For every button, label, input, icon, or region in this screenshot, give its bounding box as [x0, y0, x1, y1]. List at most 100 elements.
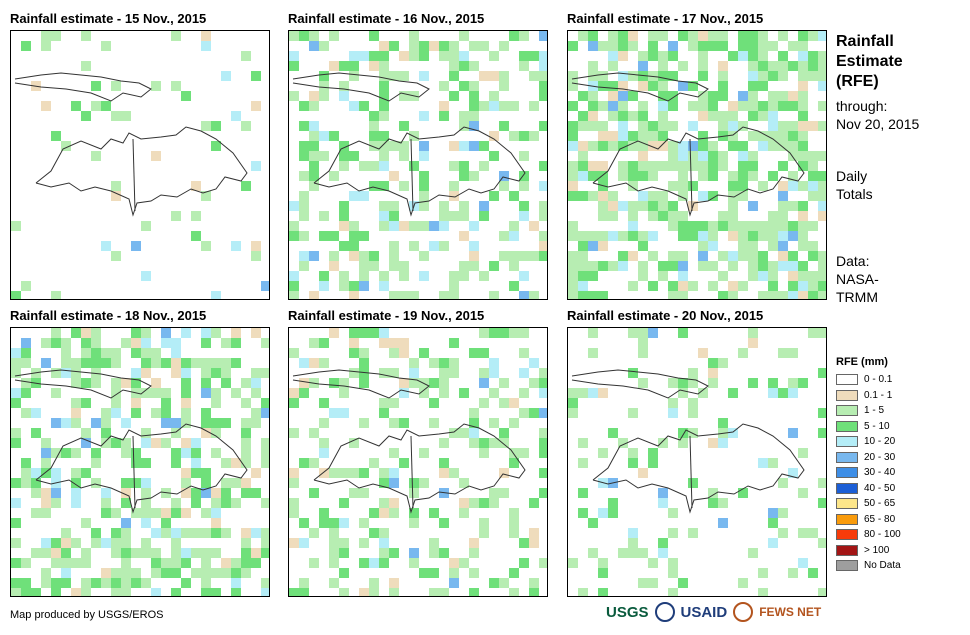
rainfall-cell — [499, 41, 509, 51]
rainfall-cell — [181, 548, 191, 558]
rainfall-cell — [171, 418, 181, 428]
rainfall-cell — [319, 211, 329, 221]
rainfall-cell — [718, 251, 728, 261]
rainfall-cell — [71, 488, 81, 498]
rainfall-cell — [698, 221, 708, 231]
rainfall-cell — [449, 468, 459, 478]
legend-label: No Data — [864, 560, 901, 572]
rainfall-cell — [41, 538, 51, 548]
rainfall-cell — [241, 378, 251, 388]
rainfall-cell — [568, 261, 578, 271]
rainfall-cell — [419, 71, 429, 81]
rainfall-cell — [608, 211, 618, 221]
rainfall-cell — [539, 121, 547, 131]
rainfall-cell — [309, 181, 319, 191]
rainfall-cell — [519, 51, 529, 61]
rainfall-cell — [469, 81, 479, 91]
rainfall-cell — [191, 181, 201, 191]
rainfall-cell — [11, 358, 21, 368]
rainfall-cell — [419, 348, 429, 358]
rainfall-cell — [568, 161, 578, 171]
rainfall-cell — [578, 291, 588, 299]
rainfall-cell — [479, 41, 489, 51]
rainfall-cell — [748, 101, 758, 111]
rainfall-cell — [668, 398, 678, 408]
rainfall-cell — [201, 418, 211, 428]
rainfall-cell — [668, 251, 678, 261]
rainfall-cell — [201, 241, 211, 251]
rainfall-cell — [638, 378, 648, 388]
rainfall-cell — [708, 241, 718, 251]
rainfall-cell — [439, 518, 449, 528]
rainfall-cell — [379, 61, 389, 71]
rainfall-cell — [718, 221, 728, 231]
rainfall-cell — [419, 568, 429, 578]
rainfall-cell — [201, 508, 211, 518]
rainfall-cell — [101, 488, 111, 498]
rainfall-cell — [808, 31, 818, 41]
rainfall-cell — [489, 578, 499, 588]
rainfall-cell — [369, 458, 379, 468]
rainfall-cell — [151, 558, 161, 568]
rainfall-cell — [718, 111, 728, 121]
rainfall-cell — [71, 448, 81, 458]
haiti-dr-border — [689, 435, 693, 509]
rainfall-cell — [578, 388, 588, 398]
rainfall-cell — [171, 448, 181, 458]
rainfall-cell — [778, 141, 788, 151]
rainfall-cell — [111, 548, 121, 558]
rainfall-cell — [379, 271, 389, 281]
rainfall-cell — [91, 578, 101, 588]
rainfall-cell — [728, 121, 738, 131]
rainfall-cell — [628, 161, 638, 171]
rainfall-cell — [648, 141, 658, 151]
rainfall-cell — [529, 538, 539, 548]
rainfall-cell — [768, 378, 778, 388]
rainfall-cell — [369, 131, 379, 141]
rainfall-cell — [818, 588, 826, 596]
rainfall-cell — [71, 538, 81, 548]
rainfall-cell — [708, 111, 718, 121]
rainfall-cell — [41, 578, 51, 588]
rainfall-cell — [539, 201, 547, 211]
rainfall-cell — [798, 141, 808, 151]
rainfall-cell — [51, 578, 61, 588]
rainfall-cell — [81, 578, 91, 588]
rainfall-cell — [798, 291, 808, 299]
rainfall-cell — [509, 31, 519, 41]
legend-item: No Data — [836, 558, 901, 574]
rainfall-cell — [539, 448, 547, 458]
rainfall-cell — [578, 171, 588, 181]
rainfall-cell — [429, 241, 439, 251]
rainfall-cell — [329, 558, 339, 568]
rainfall-cell — [101, 498, 111, 508]
rainfall-cell — [598, 81, 608, 91]
rainfall-cell — [718, 418, 728, 428]
rainfall-cell — [409, 291, 419, 299]
rainfall-cell — [778, 261, 788, 271]
rainfall-cell — [379, 141, 389, 151]
rainfall-cell — [628, 231, 638, 241]
rainfall-cell — [578, 458, 588, 468]
rainfall-cell — [818, 121, 826, 131]
rainfall-cell — [409, 518, 419, 528]
rainfall-cell — [788, 101, 798, 111]
rainfall-cell — [131, 398, 141, 408]
rainfall-cell — [11, 588, 21, 596]
rainfall-cell — [379, 538, 389, 548]
legend-label: 65 - 80 — [864, 513, 896, 525]
rainfall-cell — [509, 528, 519, 538]
rainfall-cell — [31, 428, 41, 438]
rainfall-cell — [758, 101, 768, 111]
hispaniola-outline — [35, 423, 248, 514]
rainfall-cell — [808, 61, 818, 71]
rainfall-cell — [698, 261, 708, 271]
rainfall-cell — [309, 558, 319, 568]
legend-item: 50 - 65 — [836, 496, 901, 512]
rainfall-cell — [409, 548, 419, 558]
rainfall-cell — [818, 428, 826, 438]
rainfall-cell — [121, 558, 131, 568]
rainfall-cell — [638, 131, 648, 141]
rainfall-cell — [151, 508, 161, 518]
rainfall-cell — [399, 51, 409, 61]
